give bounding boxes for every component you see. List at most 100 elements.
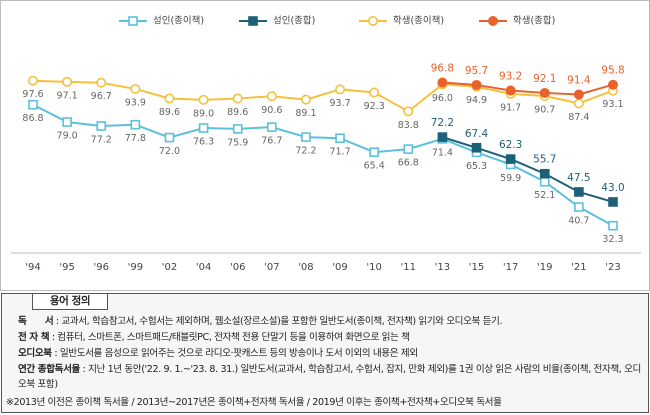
point bbox=[267, 122, 277, 132]
point bbox=[164, 93, 175, 104]
value-label: 43.0 bbox=[601, 182, 624, 194]
definitions-title: 용어 정의 bbox=[32, 293, 108, 310]
value-label: 92.1 bbox=[533, 73, 556, 85]
value-label: 89.6 bbox=[227, 107, 248, 118]
value-label: 95.7 bbox=[465, 65, 488, 77]
point bbox=[198, 123, 209, 133]
value-label: 93.9 bbox=[125, 97, 146, 108]
value-label: 72.2 bbox=[431, 117, 454, 129]
point bbox=[608, 220, 618, 231]
point bbox=[369, 87, 380, 98]
value-label: 76.7 bbox=[261, 136, 282, 147]
value-label: 92.3 bbox=[364, 101, 385, 112]
value-label: 65.3 bbox=[466, 161, 487, 172]
definition: 연간 종합독서율 : 지난 1년 동안('22. 9. 1.~'23. 8. 3… bbox=[18, 362, 642, 392]
value-label: 59.9 bbox=[500, 173, 521, 184]
point bbox=[369, 147, 379, 158]
term: 전 자 책 bbox=[18, 332, 50, 343]
value-label: 89.6 bbox=[159, 107, 180, 118]
x-tick-label: '23 bbox=[605, 262, 620, 273]
point bbox=[301, 132, 311, 142]
x-tick-label: '15 bbox=[469, 262, 484, 273]
point bbox=[335, 84, 346, 95]
point bbox=[573, 98, 584, 109]
value-label: 67.4 bbox=[465, 128, 489, 140]
value-label: 96.7 bbox=[91, 91, 112, 102]
x-tick-label: '09 bbox=[332, 262, 347, 273]
value-label: 89.0 bbox=[193, 108, 214, 119]
point bbox=[130, 119, 141, 130]
value-label: 83.8 bbox=[398, 120, 419, 131]
x-tick-label: '21 bbox=[571, 262, 586, 273]
x-tick-label: '19 bbox=[537, 262, 552, 273]
value-label: 72.0 bbox=[159, 146, 180, 157]
value-label: 91.7 bbox=[500, 102, 521, 113]
point bbox=[607, 79, 618, 90]
point bbox=[62, 117, 72, 127]
definitions-box: 용어 정의 독 서 : 교과서, 학습참고서, 수험서는 제외하며, 웹소설(장… bbox=[1, 293, 649, 413]
point bbox=[437, 77, 448, 88]
point bbox=[403, 106, 414, 117]
value-label: 97.6 bbox=[22, 89, 43, 100]
x-tick-label: '06 bbox=[230, 262, 245, 273]
point bbox=[403, 144, 414, 154]
value-label: 97.1 bbox=[57, 90, 78, 101]
value-label: 96.8 bbox=[431, 63, 454, 75]
legend-label: 성인(종이책) bbox=[153, 16, 204, 27]
x-tick-label: '08 bbox=[298, 262, 313, 273]
value-label: 77.2 bbox=[91, 135, 112, 146]
series-line bbox=[442, 81, 614, 96]
value-label: 65.4 bbox=[364, 161, 385, 172]
text: : 일반도서를 음성으로 읽어주는 것으로 라디오·팟캐스트 등의 방송이나 도… bbox=[54, 348, 418, 359]
x-tick-label: '96 bbox=[93, 262, 108, 273]
legend-marker bbox=[367, 16, 378, 26]
text: : 교과서, 학습참고서, 수험서는 제외하며, 웹소설(장르소설)을 포함한 … bbox=[55, 316, 503, 327]
x-tick-label: '95 bbox=[59, 262, 74, 273]
value-label: 90.6 bbox=[261, 105, 282, 116]
value-label: 47.5 bbox=[567, 172, 590, 184]
point bbox=[505, 85, 516, 96]
point bbox=[505, 154, 516, 164]
value-label: 75.9 bbox=[227, 137, 248, 148]
value-label: 89.1 bbox=[295, 108, 316, 119]
value-label: 62.3 bbox=[499, 139, 522, 151]
point bbox=[437, 132, 448, 142]
value-label: 96.0 bbox=[432, 93, 453, 104]
value-label: 66.8 bbox=[398, 158, 419, 169]
point bbox=[96, 121, 107, 131]
x-tick-label: '02 bbox=[162, 262, 177, 273]
point bbox=[62, 76, 73, 87]
text: : 컴퓨터, 스마트폰, 스마트패드/태블릿PC, 전자책 전용 단말기 등을 … bbox=[51, 332, 410, 343]
x-tick-label: '13 bbox=[435, 262, 450, 273]
x-tick-label: '10 bbox=[366, 262, 381, 273]
value-label: 90.7 bbox=[534, 105, 555, 116]
note: ※2013년 이전은 종이책 독서율 / 2013년~2017년은 종이책+전자… bbox=[6, 397, 502, 408]
value-label: 72.2 bbox=[295, 146, 316, 157]
definition: 전 자 책 : 컴퓨터, 스마트폰, 스마트패드/태블릿PC, 전자책 전용 단… bbox=[18, 330, 642, 345]
legend-label: 성인(종합) bbox=[273, 16, 315, 27]
value-label: 79.0 bbox=[57, 131, 78, 142]
value-label: 86.8 bbox=[22, 113, 43, 124]
point bbox=[130, 83, 141, 94]
point bbox=[539, 176, 550, 187]
value-label: 32.3 bbox=[602, 234, 623, 245]
point bbox=[300, 94, 311, 105]
point bbox=[539, 87, 550, 98]
definition: 오디오북 : 일반도서를 음성으로 읽어주는 것으로 라디오·팟캐스트 등의 방… bbox=[18, 346, 642, 361]
point bbox=[232, 124, 243, 134]
point bbox=[539, 168, 550, 179]
series-line bbox=[32, 79, 614, 113]
point bbox=[574, 202, 584, 212]
legend-marker bbox=[128, 16, 138, 26]
value-label: 91.4 bbox=[567, 74, 591, 86]
legend-marker bbox=[487, 16, 498, 26]
legend-label: 학생(종이책) bbox=[393, 16, 444, 27]
point bbox=[573, 89, 584, 100]
value-label: 95.8 bbox=[601, 65, 624, 77]
series-line bbox=[442, 136, 614, 203]
point bbox=[27, 75, 38, 86]
text: : 지난 1년 동안('22. 9. 1.~'23. 8. 31.) 일반도서(… bbox=[18, 364, 641, 390]
value-label: 52.1 bbox=[534, 190, 555, 201]
point bbox=[471, 142, 482, 153]
